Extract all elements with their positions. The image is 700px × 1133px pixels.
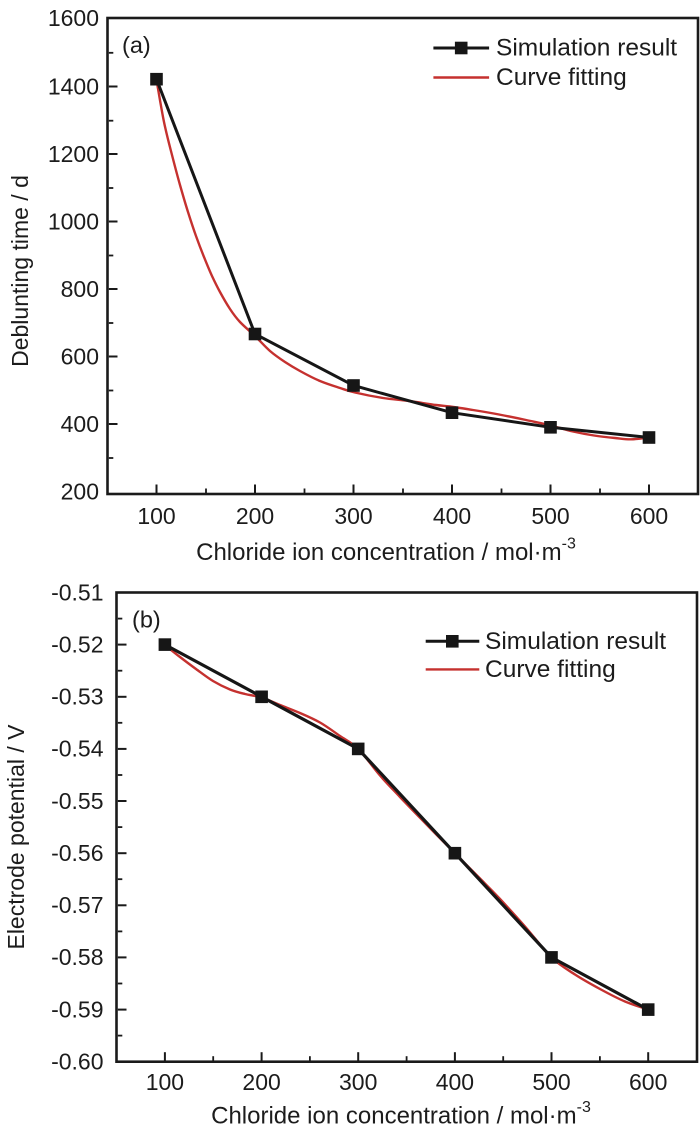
svg-text:Curve fitting: Curve fitting bbox=[485, 656, 616, 683]
svg-text:500: 500 bbox=[532, 1069, 570, 1095]
svg-text:100: 100 bbox=[146, 1069, 184, 1095]
svg-text:600: 600 bbox=[61, 343, 99, 369]
svg-text:1600: 1600 bbox=[48, 5, 99, 31]
svg-text:500: 500 bbox=[531, 503, 569, 529]
svg-text:Chloride ion concentration / m: Chloride ion concentration / mol·m-3 bbox=[196, 536, 576, 567]
svg-text:600: 600 bbox=[630, 503, 668, 529]
svg-text:Electrode potential / V: Electrode potential / V bbox=[3, 724, 29, 950]
svg-text:-0.59: -0.59 bbox=[51, 996, 103, 1022]
svg-text:Simulation result: Simulation result bbox=[485, 628, 666, 655]
svg-text:-0.53: -0.53 bbox=[51, 684, 103, 710]
svg-text:Simulation result: Simulation result bbox=[496, 35, 677, 62]
svg-text:200: 200 bbox=[61, 478, 99, 504]
svg-text:1400: 1400 bbox=[48, 73, 99, 99]
svg-text:-0.51: -0.51 bbox=[51, 579, 103, 605]
svg-text:-0.58: -0.58 bbox=[51, 944, 103, 970]
svg-text:1200: 1200 bbox=[48, 141, 99, 167]
svg-text:-0.55: -0.55 bbox=[51, 788, 103, 814]
svg-text:300: 300 bbox=[334, 503, 372, 529]
svg-text:400: 400 bbox=[436, 1069, 474, 1095]
svg-text:100: 100 bbox=[137, 503, 175, 529]
svg-text:400: 400 bbox=[61, 411, 99, 437]
svg-text:Curve fitting: Curve fitting bbox=[496, 64, 627, 91]
svg-text:300: 300 bbox=[339, 1069, 377, 1095]
svg-text:1000: 1000 bbox=[48, 208, 99, 234]
svg-text:(a): (a) bbox=[122, 32, 151, 58]
svg-text:Deblunting time / d: Deblunting time / d bbox=[7, 175, 33, 367]
svg-text:-0.56: -0.56 bbox=[51, 840, 103, 866]
svg-text:(b): (b) bbox=[132, 607, 161, 633]
svg-text:Chloride ion concentration / m: Chloride ion concentration / mol·m-3 bbox=[211, 1099, 591, 1130]
svg-text:800: 800 bbox=[61, 276, 99, 302]
svg-text:200: 200 bbox=[242, 1069, 280, 1095]
svg-text:-0.57: -0.57 bbox=[51, 892, 103, 918]
svg-text:-0.52: -0.52 bbox=[51, 631, 103, 657]
svg-text:200: 200 bbox=[236, 503, 274, 529]
svg-text:600: 600 bbox=[629, 1069, 667, 1095]
svg-text:400: 400 bbox=[433, 503, 471, 529]
svg-text:-0.60: -0.60 bbox=[51, 1049, 103, 1075]
svg-text:-0.54: -0.54 bbox=[51, 736, 104, 762]
